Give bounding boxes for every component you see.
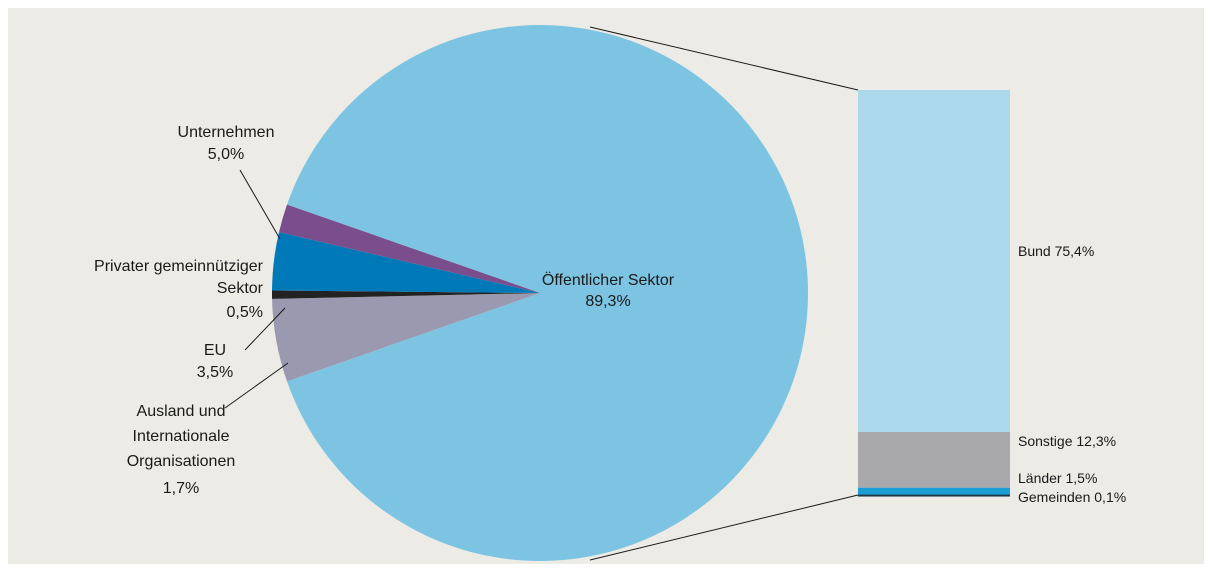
bar-segment-gemeinden [858,494,1010,497]
bar-segment-sonstige [858,431,1010,488]
value-ausland: 1,7% [163,480,199,497]
leader-unternehmen [239,169,281,240]
chart-frame: Öffentlicher Sektor 89,3% Unternehmen 5,… [8,8,1204,564]
slice-ausland [279,204,540,293]
label-gemeinden: Gemeinden 0,1% [1018,489,1126,505]
label-privater-sektor-line1: Privater gemeinnütziger [94,258,264,275]
value-unternehmen: 5,0% [208,146,244,163]
leader-ausland [224,362,289,409]
bar-segment-laender [858,487,1010,495]
label-ausland-line2: Internationale [133,428,230,445]
label-bund: Bund 75,4% [1018,243,1094,259]
value-oeffentlicher-sektor: 89,3% [585,293,630,310]
value-privater-sektor: 0,5% [227,304,263,321]
label-privater-sektor-line2: Sektor [217,280,264,297]
label-eu: EU [204,342,226,359]
bar-segment-bund [858,90,1010,432]
label-laender: Länder 1,5% [1018,470,1097,486]
connector-bottom [589,494,859,561]
label-unternehmen: Unternehmen [178,124,275,141]
label-ausland-line1: Ausland und [137,403,226,420]
chart-svg: Öffentlicher Sektor 89,3% Unternehmen 5,… [94,25,1126,562]
slice-privater-sektor [272,290,540,299]
slice-unternehmen [272,293,540,382]
stacked-bar [858,90,1010,497]
slice-eu [272,232,540,293]
connector-top [589,26,859,91]
slice-oeffentlicher-sektor [286,25,809,562]
value-eu: 3,5% [197,364,233,381]
pie-chart [272,25,809,562]
label-oeffentlicher-sektor: Öffentlicher Sektor [542,271,675,289]
leader-eu [244,307,286,351]
label-sonstige: Sonstige 12,3% [1018,433,1116,449]
label-ausland-line3: Organisationen [127,453,236,470]
